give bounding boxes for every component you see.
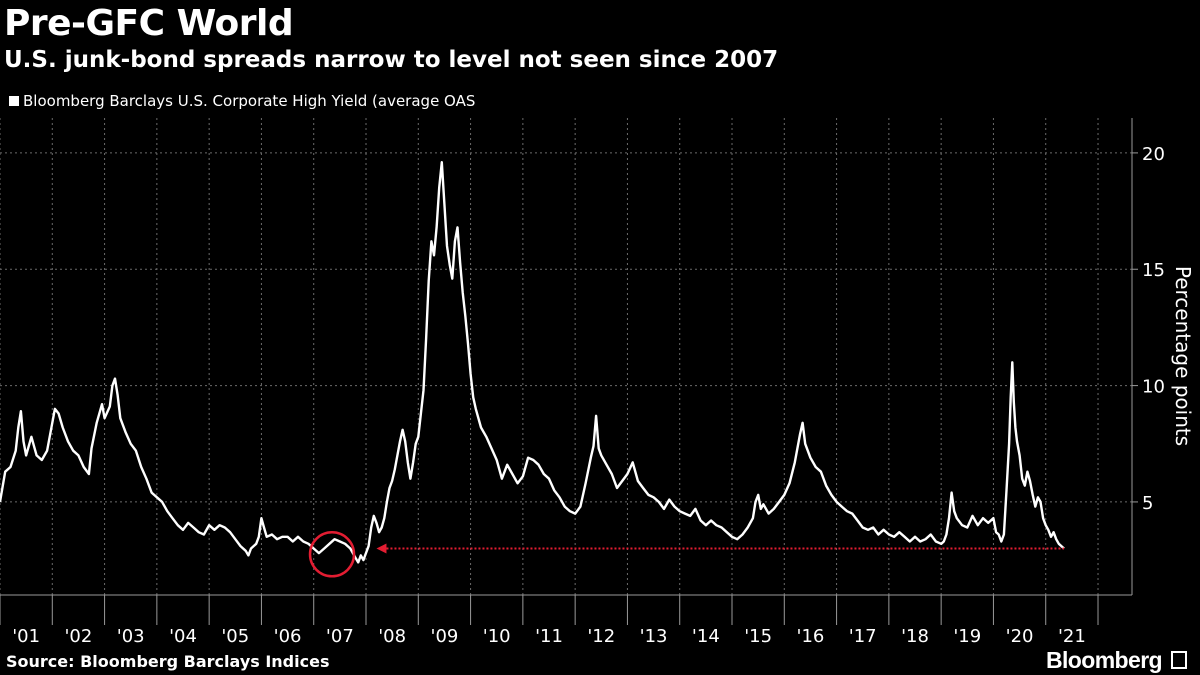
y-tick-label: 20 bbox=[1142, 144, 1165, 165]
brand-logo: Bloomberg bbox=[1046, 647, 1187, 673]
y-tick-labels: 5 10 15 20 bbox=[1142, 144, 1165, 514]
series-line bbox=[0, 161, 1065, 564]
y-tick-label: 5 bbox=[1142, 493, 1153, 514]
bloomberg-terminal-icon bbox=[1171, 651, 1187, 669]
x-tick-label: '14 bbox=[692, 626, 720, 647]
legend-swatch bbox=[9, 96, 19, 106]
x-tick-label: '21 bbox=[1058, 626, 1086, 647]
x-tick-label: '10 bbox=[483, 626, 511, 647]
x-tick-label: '09 bbox=[431, 626, 459, 647]
y-tick-label: 15 bbox=[1142, 260, 1165, 281]
x-tick-label: '03 bbox=[117, 626, 145, 647]
y-axis-label: Percentage points bbox=[1171, 266, 1195, 446]
grid-lines bbox=[0, 118, 1132, 595]
legend-label: Bloomberg Barclays U.S. Corporate High Y… bbox=[23, 92, 476, 110]
x-tick-label: '06 bbox=[274, 626, 302, 647]
source-note: Source: Bloomberg Barclays Indices bbox=[6, 652, 330, 671]
axes bbox=[0, 118, 1138, 625]
x-tick-label: '05 bbox=[221, 626, 249, 647]
x-tick-label: '07 bbox=[326, 626, 354, 647]
series bbox=[0, 161, 1065, 564]
brand-name: Bloomberg bbox=[1046, 647, 1163, 673]
annotations bbox=[308, 531, 1065, 578]
x-tick-label: '15 bbox=[744, 626, 772, 647]
x-tick-label: '18 bbox=[901, 626, 929, 647]
x-tick-label: '16 bbox=[797, 626, 825, 647]
y-tick-label: 10 bbox=[1142, 377, 1165, 398]
chart-title: Pre-GFC World bbox=[4, 3, 294, 44]
x-tick-label: '12 bbox=[587, 626, 615, 647]
x-tick-label: '01 bbox=[12, 626, 40, 647]
x-tick-label: '19 bbox=[953, 626, 981, 647]
x-tick-label: '11 bbox=[535, 626, 563, 647]
x-tick-label: '04 bbox=[169, 626, 197, 647]
chart-subtitle: U.S. junk-bond spreads narrow to level n… bbox=[4, 47, 779, 73]
x-tick-label: '20 bbox=[1006, 626, 1034, 647]
x-tick-label: '02 bbox=[64, 626, 92, 647]
highlight-circle bbox=[308, 531, 356, 578]
legend: Bloomberg Barclays U.S. Corporate High Y… bbox=[9, 91, 475, 111]
reference-arrow-head bbox=[376, 543, 387, 554]
x-tick-labels: '01 '02 '03 '04 '05 '06 '07 '08 '09 '10 '11 '12 '13 '… bbox=[12, 626, 1086, 647]
x-tick-label: '17 bbox=[849, 626, 877, 647]
x-tick-label: '13 bbox=[640, 626, 668, 647]
x-tick-label: '08 bbox=[378, 626, 406, 647]
